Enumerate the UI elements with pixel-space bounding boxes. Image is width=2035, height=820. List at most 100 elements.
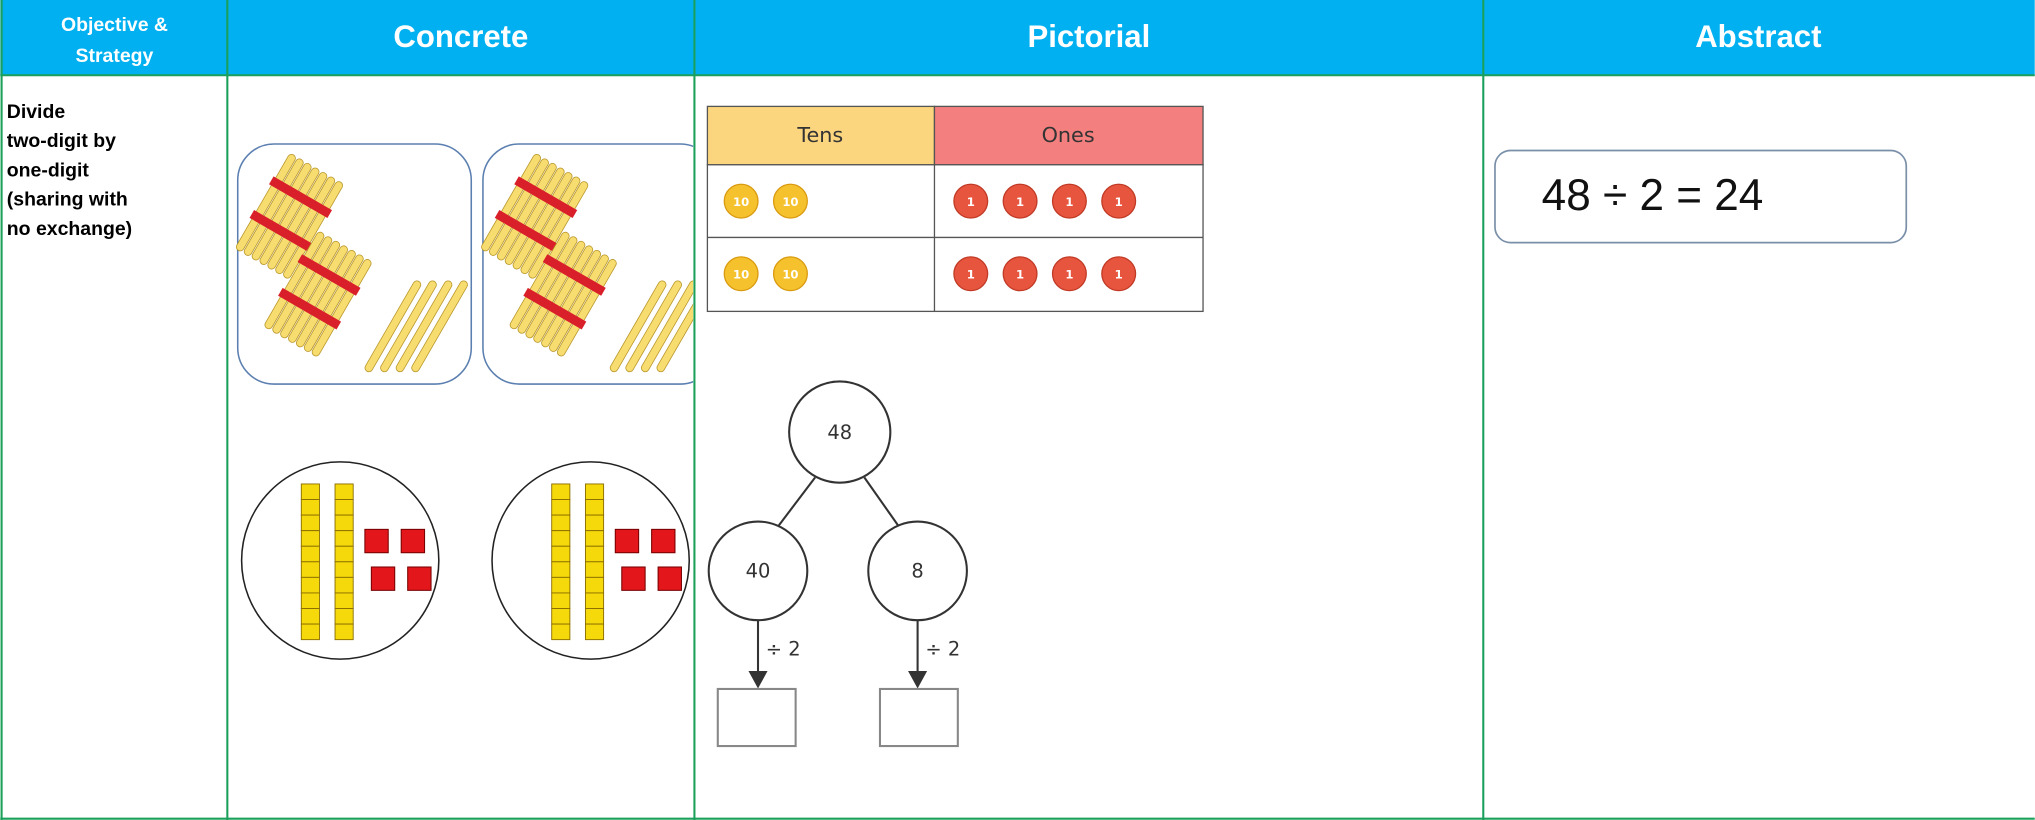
ten-rod-cube (334, 561, 354, 578)
ten-rod-cube (300, 545, 320, 563)
straw (259, 167, 320, 265)
straw (520, 176, 581, 274)
ten-rod-cube (300, 499, 320, 516)
straw (489, 158, 549, 256)
ones-counter (1002, 183, 1038, 219)
band (514, 176, 578, 218)
counter-label: 1 (1115, 268, 1123, 282)
straw (549, 254, 609, 352)
band (297, 254, 361, 296)
objective-line: two-digit by (7, 130, 116, 152)
straw (504, 167, 565, 265)
ten-rod-cube (334, 623, 354, 641)
counter-label: 1 (1016, 195, 1024, 209)
place-value-table: Tens Ones 10 10 1 1 1 1 10 10 1 1 1 1 (706, 105, 1204, 313)
ten-rod-cube (300, 576, 320, 594)
counter-label: 1 (1115, 195, 1123, 209)
straw (533, 245, 594, 343)
straw (280, 240, 341, 339)
ten-rod-cube (584, 499, 605, 516)
ten-rod-cube (551, 576, 571, 594)
ten-rod-cube (300, 530, 320, 547)
straw (509, 231, 570, 330)
band (269, 176, 332, 218)
band (523, 287, 587, 330)
straw (481, 153, 542, 252)
ten-rod-cube (551, 499, 571, 516)
ones-counter (1051, 256, 1087, 292)
straw-bundle (481, 153, 589, 279)
counter-label: 1 (1065, 268, 1073, 282)
straw (395, 280, 453, 373)
header-cell: Abstract (1695, 19, 1821, 54)
ones-counter (1101, 256, 1137, 292)
unit-cube (370, 566, 396, 591)
straw (625, 280, 682, 373)
ten-rod-cube (551, 545, 571, 563)
counter-label: 1 (967, 268, 975, 282)
ones-counter (1101, 183, 1137, 219)
objective-line: (sharing with (7, 189, 128, 211)
ones-counter (1051, 183, 1087, 219)
ten-rod-cube (551, 530, 571, 547)
straw (251, 163, 312, 261)
header-cell: Objective & (61, 14, 168, 36)
counter-label: 10 (782, 268, 798, 282)
ten-rod-cube (300, 514, 320, 532)
ten-rod-cube (551, 561, 571, 578)
ones-counter (1002, 256, 1038, 292)
counter-label: 1 (1065, 195, 1073, 209)
straw (496, 163, 557, 261)
ones-counter (953, 256, 989, 292)
straw (528, 181, 589, 279)
part: 40 (746, 560, 771, 583)
ten-rod-cube (584, 608, 605, 625)
ones-counter (953, 183, 989, 219)
header-cell: Pictorial (1027, 19, 1150, 54)
straw (640, 280, 694, 373)
straw (556, 259, 617, 357)
operation: ÷ 2 (925, 638, 960, 661)
equation: 48 ÷ 2 = 24 (1542, 171, 1764, 220)
straw (272, 236, 333, 334)
band (278, 287, 342, 330)
straw (656, 280, 694, 373)
unit-cube (364, 528, 389, 554)
ten-rod-cube (334, 483, 354, 500)
straw (411, 280, 468, 373)
unit-cube (651, 528, 676, 554)
ten-rod-cube (334, 545, 354, 563)
unit-cube (621, 566, 646, 591)
counter-label: 10 (733, 268, 749, 282)
ten-rod-cube (551, 608, 571, 625)
ten-rod-cube (300, 561, 320, 578)
straw (267, 172, 328, 270)
band (249, 210, 313, 252)
objective-line: Divide (7, 101, 66, 123)
ten-rod-cube (584, 592, 605, 609)
ten-rod-cube (334, 499, 354, 516)
concrete-images (235, 143, 694, 660)
ten-rod-cube (300, 592, 320, 609)
column-header: Tens (796, 123, 843, 147)
whole: 48 (827, 421, 852, 444)
unit-cube (657, 566, 682, 591)
tens-counter (723, 183, 759, 219)
tens-counter (772, 256, 808, 292)
ten-rod-cube (584, 576, 605, 594)
ten-rod-cube (334, 608, 354, 625)
ten-rod-cube (551, 483, 571, 500)
ten-rod-cube (584, 545, 605, 563)
ten-rod-cube (551, 623, 571, 641)
ten-rod-cube (300, 608, 320, 625)
straw (235, 153, 296, 252)
objective: Divide two-digit by one-digit (sharing with… (7, 101, 132, 240)
counter-label: 1 (1016, 268, 1024, 282)
band (494, 210, 558, 252)
objective-line: one-digit (7, 159, 90, 181)
straw (303, 254, 364, 352)
counter-label: 1 (967, 195, 975, 209)
